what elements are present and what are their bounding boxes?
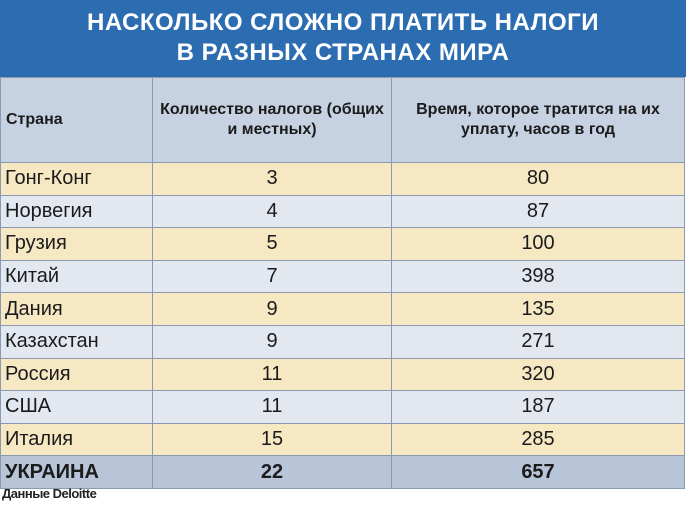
tax-table: Страна Количество налогов (общих и местн… (0, 77, 685, 489)
tax-count-cell: 5 (152, 227, 392, 261)
country-cell: Дания (0, 292, 153, 326)
hours-cell: 398 (391, 259, 685, 294)
country-cell: США (0, 390, 153, 424)
hours-cell: 285 (391, 422, 685, 457)
column-header-tax-count: Количество налогов (общих и местных) (152, 77, 392, 163)
country-cell: УКРАИНА (0, 455, 153, 489)
country-cell: Китай (0, 259, 153, 294)
table-row: Россия 11 320 (0, 357, 685, 392)
tax-count-cell: 15 (152, 422, 392, 457)
country-cell: Норвегия (0, 194, 153, 229)
country-cell: Италия (0, 422, 153, 457)
hours-cell: 100 (391, 227, 685, 261)
title-line-1: НАСКОЛЬКО СЛОЖНО ПЛАТИТЬ НАЛОГИ (86, 9, 599, 36)
column-header-country: Страна (0, 77, 153, 163)
header-row: Страна Количество налогов (общих и местн… (0, 77, 685, 163)
hours-cell: 320 (391, 357, 685, 392)
hours-cell: 87 (391, 194, 685, 229)
tax-count-cell: 7 (152, 259, 392, 294)
hours-cell: 187 (391, 390, 685, 424)
table-row: США 11 187 (0, 390, 685, 424)
tax-count-cell: 9 (152, 292, 392, 326)
table-row: Дания 9 135 (0, 292, 685, 326)
table-row: Норвегия 4 87 (0, 194, 685, 229)
table-row: Гонг-Конг 3 80 (0, 162, 685, 196)
title-line-2: В РАЗНЫХ СТРАНАХ МИРА (176, 39, 510, 66)
source-note: Данные Deloitte (2, 486, 97, 501)
table-row: Казахстан 9 271 (0, 324, 685, 359)
country-cell: Гонг-Конг (0, 162, 153, 196)
tax-count-cell: 11 (152, 390, 392, 424)
tax-count-cell: 9 (152, 324, 392, 359)
hours-cell: 135 (391, 292, 685, 326)
table-row: УКРАИНА 22 657 (0, 455, 685, 489)
table-row: Грузия 5 100 (0, 227, 685, 261)
hours-cell: 80 (391, 162, 685, 196)
tax-count-cell: 22 (152, 455, 392, 489)
table-row: Италия 15 285 (0, 422, 685, 457)
hours-cell: 657 (391, 455, 685, 489)
column-header-hours: Время, которое тратится на их уплату, ча… (391, 77, 685, 163)
country-cell: Грузия (0, 227, 153, 261)
tax-count-cell: 11 (152, 357, 392, 392)
table-row: Китай 7 398 (0, 259, 685, 294)
tax-count-cell: 3 (152, 162, 392, 196)
title-banner: НАСКОЛЬКО СЛОЖНО ПЛАТИТЬ НАЛОГИ В РАЗНЫХ… (0, 0, 686, 77)
country-cell: Казахстан (0, 324, 153, 359)
hours-cell: 271 (391, 324, 685, 359)
tax-count-cell: 4 (152, 194, 392, 229)
country-cell: Россия (0, 357, 153, 392)
table-body: Гонг-Конг 3 80 Норвегия 4 87 Грузия 5 100 Китай 7 3… (0, 162, 685, 489)
